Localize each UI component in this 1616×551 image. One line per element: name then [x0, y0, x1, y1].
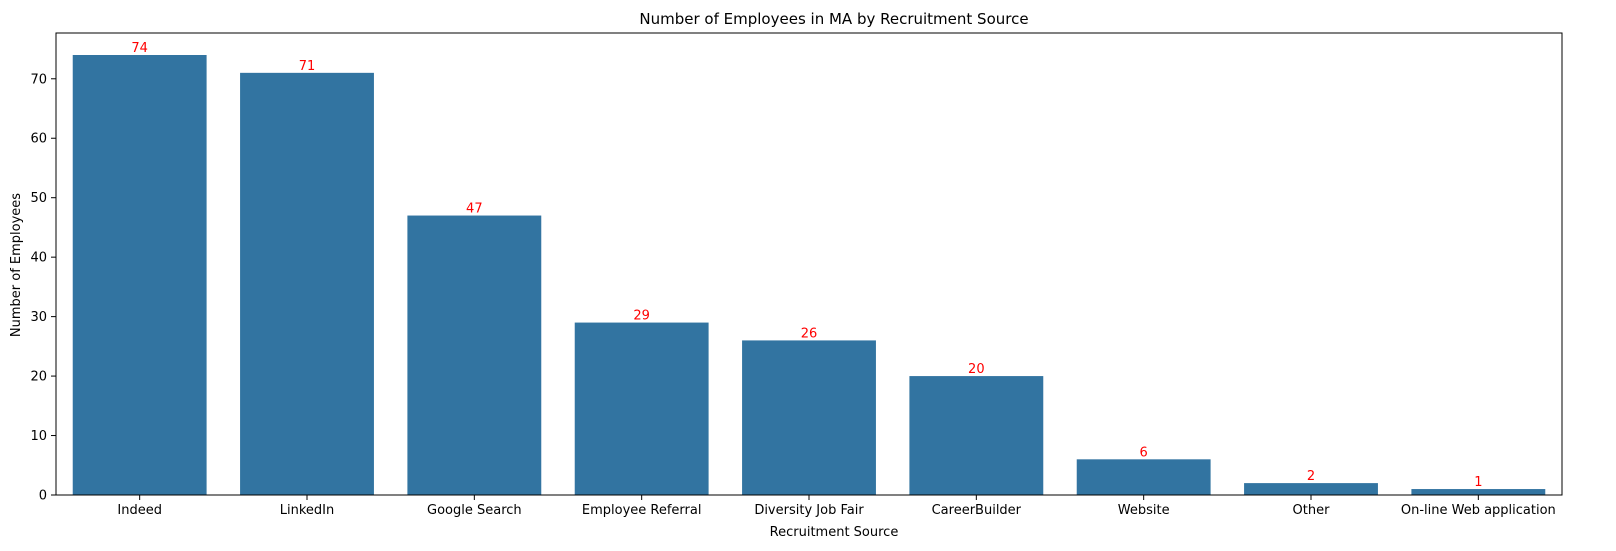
bar-website	[1076, 459, 1211, 495]
x-tick-label: Indeed	[117, 503, 162, 518]
y-tick-label: 50	[30, 191, 47, 206]
y-tick-label: 10	[30, 429, 47, 444]
data-label: 1	[1474, 475, 1482, 490]
x-axis-label: Recruitment Source	[770, 525, 899, 540]
y-tick-label: 30	[30, 310, 47, 325]
data-label: 26	[801, 326, 818, 341]
data-label: 6	[1140, 445, 1148, 460]
y-tick-label: 70	[30, 72, 47, 87]
data-label: 20	[968, 362, 985, 377]
x-axis: Indeed LinkedIn Google Search Employee Refe…	[117, 495, 1556, 518]
x-tick-label: CareerBuilder	[932, 503, 1022, 518]
x-tick-label: On-line Web application	[1401, 503, 1556, 518]
bar-diversity-job-fair	[742, 340, 876, 495]
x-tick-label: LinkedIn	[280, 503, 334, 518]
x-tick-label: Google Search	[427, 503, 522, 518]
bar-careerbuilder	[909, 376, 1044, 495]
x-tick-label: Diversity Job Fair	[754, 503, 864, 518]
y-tick-label: 40	[30, 251, 47, 266]
bars-layer	[72, 55, 1546, 496]
data-label: 29	[633, 309, 650, 324]
data-label: 47	[466, 202, 483, 217]
bar-on-line-web-application	[1411, 489, 1546, 495]
data-label: 2	[1307, 469, 1315, 484]
plot-frame	[55, 32, 1563, 496]
data-label: 74	[131, 41, 148, 56]
x-tick-label: Employee Referral	[582, 503, 702, 518]
data-label: 71	[299, 59, 316, 74]
data-labels-layer: 74 71 47 29 26 20 6 2 1	[131, 41, 1482, 490]
y-axis-label: Number of Employees	[9, 193, 24, 337]
y-tick-label: 60	[30, 132, 47, 147]
bar-linkedin	[240, 72, 374, 495]
bar-indeed	[72, 55, 207, 495]
bar-google-search	[407, 215, 542, 496]
chart-title: Number of Employees in MA by Recruitment…	[639, 10, 1028, 28]
x-tick-label: Other	[1293, 503, 1331, 518]
bar-other	[1244, 483, 1378, 495]
y-tick-label: 0	[39, 489, 47, 504]
y-tick-label: 20	[30, 370, 47, 385]
x-tick-label: Website	[1118, 503, 1170, 518]
y-axis: 0 10 20 30 40 50 60 70	[30, 72, 56, 504]
bar-employee-referral	[574, 322, 709, 495]
